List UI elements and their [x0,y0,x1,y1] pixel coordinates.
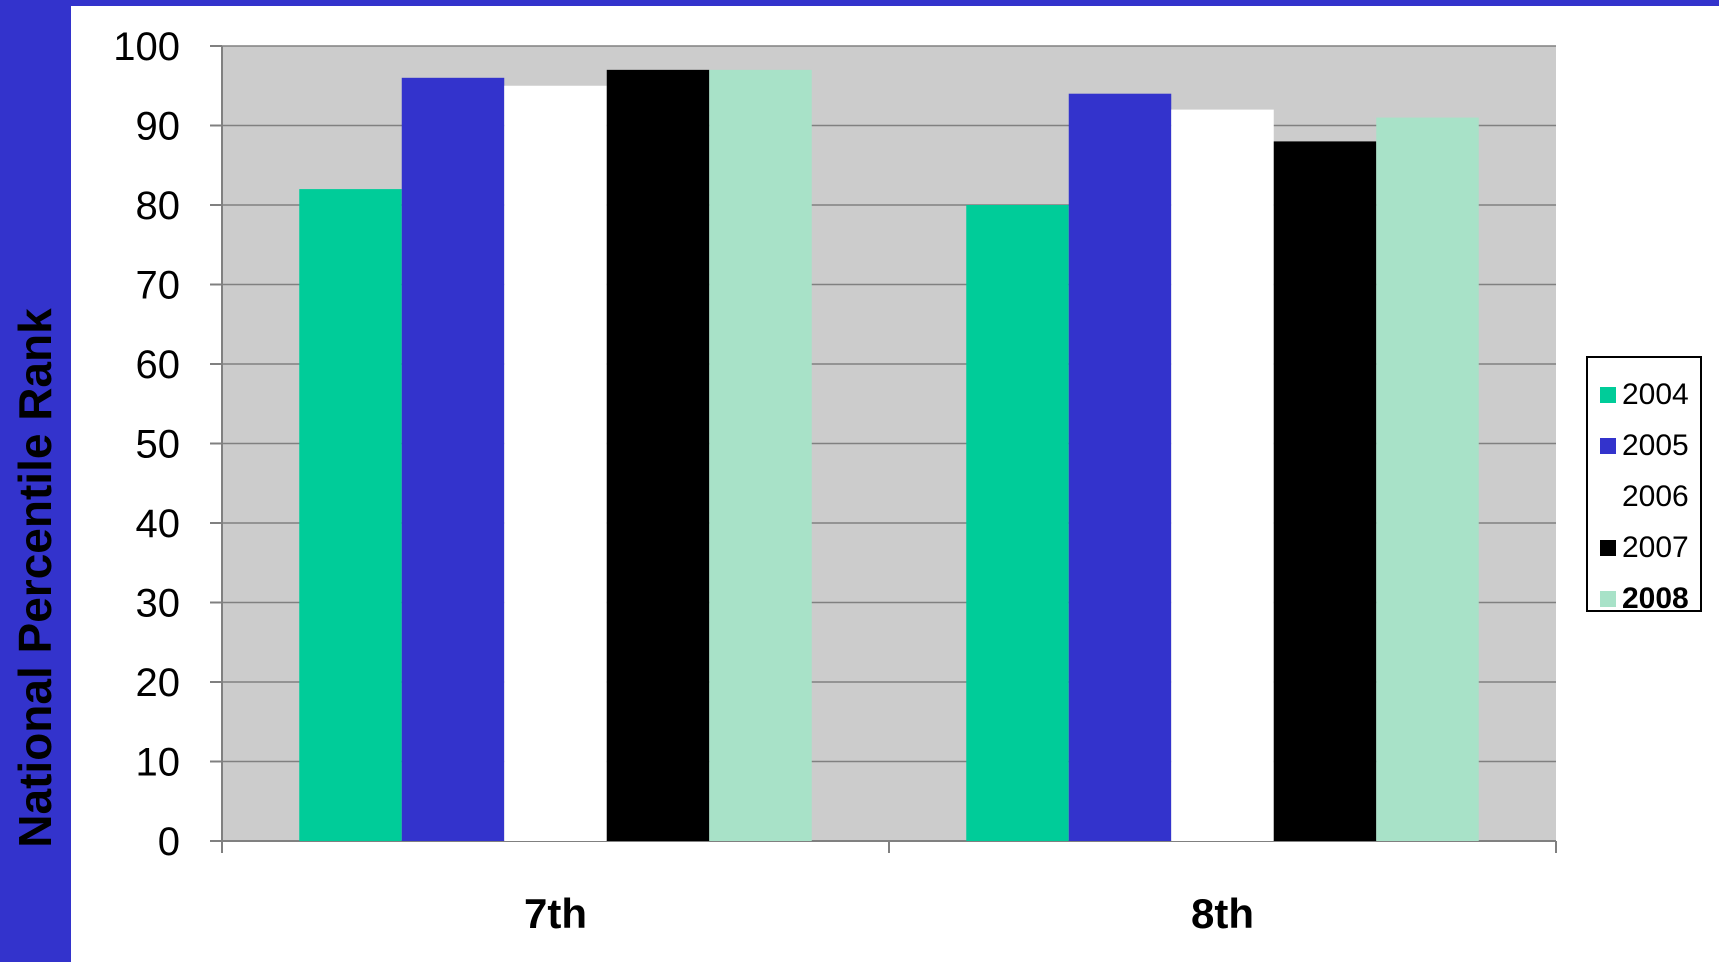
bar [1273,141,1377,841]
legend-label: 2007 [1622,530,1689,564]
y-tick-label: 60 [136,343,181,387]
legend-item: 2005 [1588,420,1700,471]
y-tick-label: 80 [136,184,181,228]
legend-swatch [1600,386,1616,403]
legend-swatch [1600,488,1616,505]
y-tick-label: 70 [136,264,181,308]
legend-swatch [1600,437,1616,454]
legend-item: 2006 [1588,471,1700,522]
legend-label: 2006 [1622,479,1689,513]
y-tick-label: 100 [113,25,180,69]
legend-item: 2008 [1588,573,1700,624]
bar [299,189,402,842]
bar [401,77,505,842]
legend-swatch [1600,539,1616,556]
x-category-label: 7th [524,890,587,937]
legend-item: 2007 [1588,522,1700,573]
bar [709,69,812,842]
y-tick-label: 20 [136,661,181,705]
legend-label: 2008 [1622,581,1689,615]
y-tick-label: 30 [136,582,181,626]
legend-label: 2004 [1622,377,1689,411]
bar [606,69,710,842]
bar [1068,93,1172,841]
bar [966,205,1069,841]
legend-item: 2004 [1588,369,1700,420]
y-tick-label: 40 [136,502,181,546]
bar [1171,109,1274,842]
bar [504,85,607,841]
legend: 2004 2005 2006 2007 2008 [1586,356,1702,615]
y-tick-label: 90 [136,105,181,149]
y-tick-label: 0 [158,820,180,864]
legend-label: 2005 [1622,428,1689,462]
bar [1376,117,1479,842]
x-category-label: 8th [1191,890,1254,937]
y-tick-label: 50 [136,423,181,467]
y-tick-label: 10 [136,741,181,785]
legend-swatch [1600,590,1616,607]
